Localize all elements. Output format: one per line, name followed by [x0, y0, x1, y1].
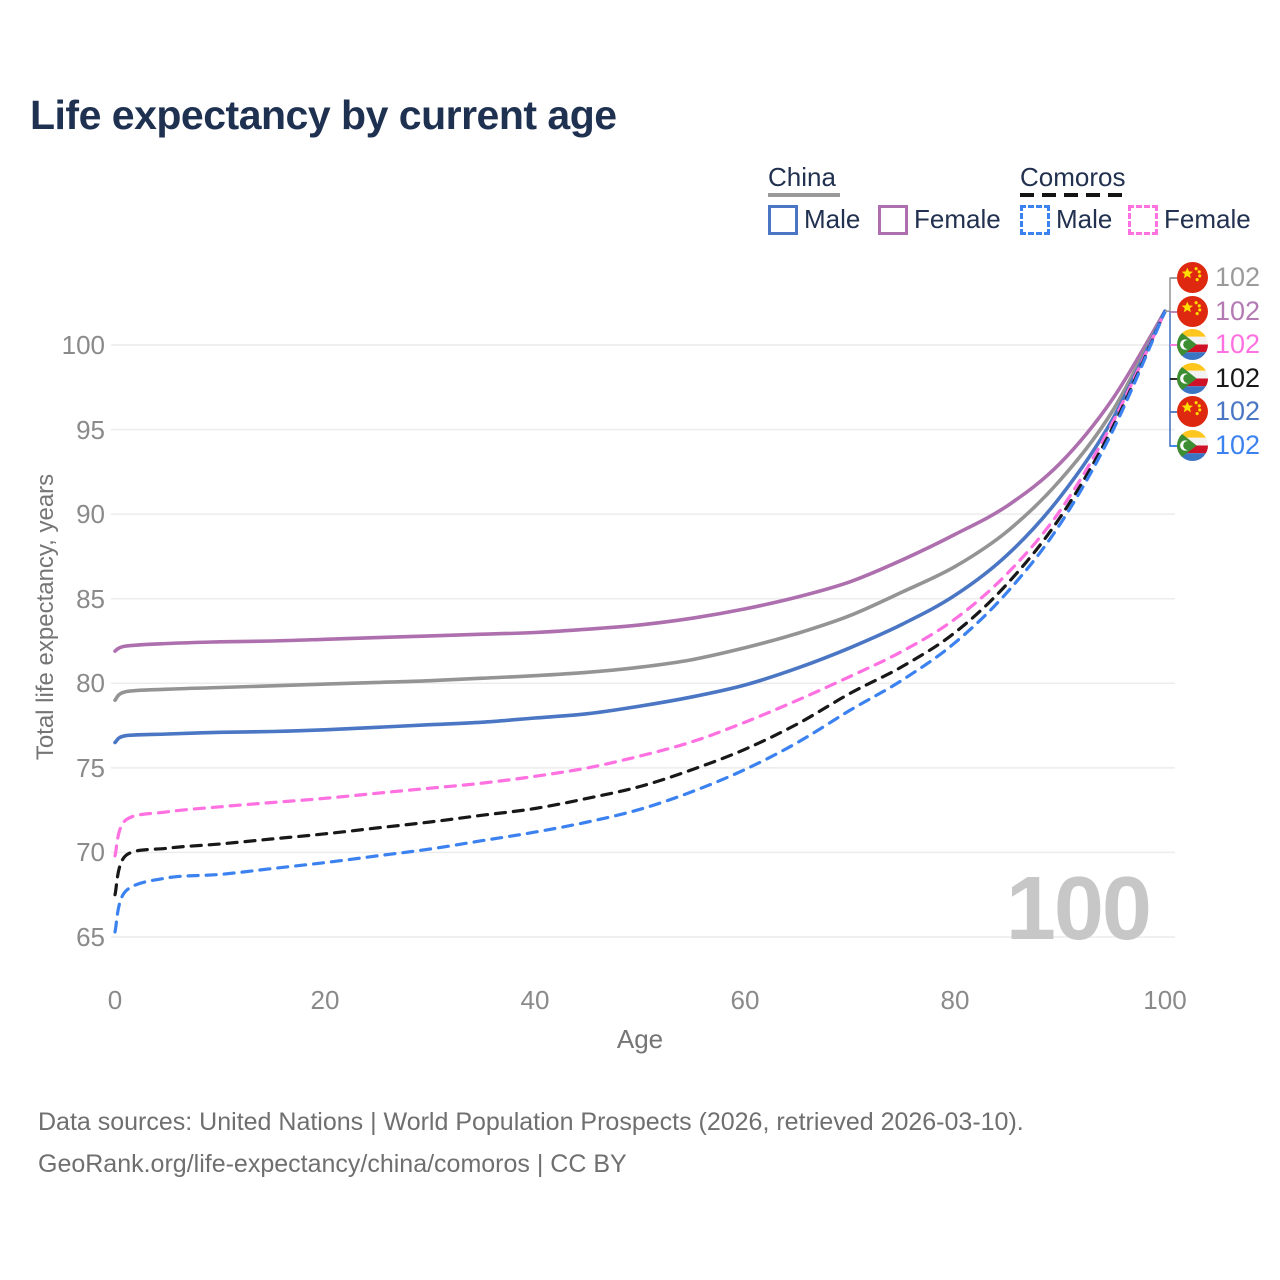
legend-china-female-swatch	[878, 204, 908, 235]
china-flag-icon	[1177, 396, 1208, 427]
legend-china-male[interactable]: Male	[768, 204, 860, 235]
y-tick-label: 95	[76, 414, 105, 445]
end-value: 102	[1215, 430, 1261, 460]
legend-china-male-label: Male	[804, 204, 861, 234]
x-tick-label: 0	[107, 985, 123, 1015]
page-title: Life expectancy by current age	[30, 92, 617, 138]
x-axis-label: Age	[616, 1024, 664, 1054]
comoros-flag-icon	[1177, 430, 1208, 461]
end-value: 102	[1215, 396, 1261, 426]
series-line-china_both	[113, 309, 1167, 702]
legend-comoros-female-swatch	[1128, 204, 1158, 235]
end-value: 102	[1215, 329, 1261, 359]
legend-china-line-swatch	[768, 193, 840, 197]
legend-comoros-line-swatch	[1020, 193, 1126, 197]
end-label-comoros_male: 102	[1177, 430, 1260, 461]
x-tick-label: 80	[940, 985, 970, 1015]
legend-comoros-male-label: Male	[1056, 204, 1113, 234]
china-flag-icon	[1177, 296, 1208, 327]
legend-comoros-female-label: Female	[1164, 204, 1251, 234]
legend-comoros-male-swatch	[1020, 204, 1050, 235]
end-label-comoros_female: 102	[1177, 329, 1260, 360]
china-flag-icon	[1177, 262, 1208, 293]
source-url-text[interactable]: GeoRank.org/life-expectancy/china/comoro…	[38, 1150, 627, 1178]
legend-comoros-header: Comoros	[1020, 162, 1126, 192]
y-tick-label: 75	[76, 752, 105, 783]
x-tick-label: 100	[1143, 985, 1187, 1015]
legend-china-header: China	[768, 162, 836, 192]
y-tick-label: 70	[76, 837, 105, 868]
data-sources-text: Data sources: United Nations | World Pop…	[38, 1108, 1024, 1136]
series-line-comoros_male	[113, 309, 1167, 934]
legend-china-male-swatch	[768, 204, 798, 235]
end-label-china_male: 102	[1177, 396, 1260, 427]
x-tick-label: 40	[520, 985, 550, 1015]
y-tick-label: 80	[76, 668, 105, 699]
legend-china-female-label: Female	[914, 204, 1001, 234]
legend-comoros-female[interactable]: Female	[1128, 204, 1251, 235]
series-line-china_female	[113, 309, 1167, 653]
legend-china-female[interactable]: Female	[878, 204, 1001, 235]
end-label-china_both: 102	[1177, 262, 1260, 293]
series-line-comoros_both	[113, 309, 1167, 897]
y-tick-label: 85	[76, 583, 105, 614]
end-label-china_female: 102	[1177, 296, 1260, 327]
y-tick-label: 100	[61, 330, 105, 360]
y-tick-label: 90	[76, 499, 105, 530]
end-value: 102	[1215, 363, 1261, 393]
comoros-flag-icon	[1177, 329, 1208, 360]
end-value: 102	[1215, 262, 1261, 292]
legend-comoros-male[interactable]: Male	[1020, 204, 1112, 235]
x-tick-label: 20	[310, 985, 340, 1015]
series-line-china_male	[113, 309, 1167, 745]
leader-line	[1165, 277, 1177, 312]
x-tick-label: 60	[730, 985, 760, 1015]
series-line-comoros_female	[113, 309, 1167, 858]
comoros-flag-icon	[1177, 363, 1208, 394]
end-value: 102	[1215, 296, 1261, 326]
end-label-comoros_both: 102	[1177, 363, 1260, 394]
y-tick-label: 65	[76, 922, 105, 952]
age-watermark: 100	[1005, 859, 1152, 959]
